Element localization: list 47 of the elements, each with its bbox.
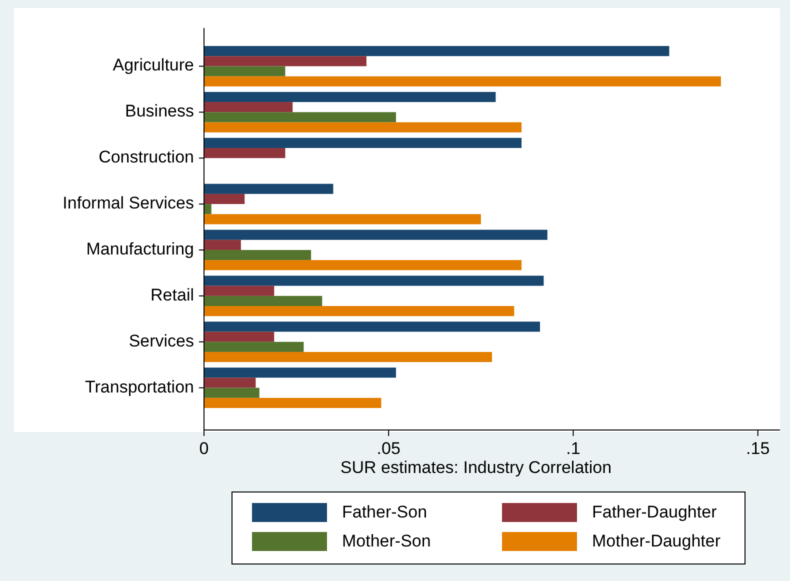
bar xyxy=(204,296,322,306)
y-tick-label: Agriculture xyxy=(112,56,194,75)
legend-label: Father-Son xyxy=(342,502,428,522)
bar xyxy=(204,240,241,250)
bar xyxy=(204,342,304,352)
bar xyxy=(204,204,212,214)
bar xyxy=(204,388,260,398)
bar xyxy=(204,92,496,102)
bar xyxy=(204,76,721,86)
bar xyxy=(204,398,382,408)
bar xyxy=(204,46,670,56)
bar xyxy=(204,184,334,194)
x-tick-label: .05 xyxy=(376,439,400,458)
y-tick-label: Services xyxy=(128,331,194,350)
bar xyxy=(204,250,312,260)
y-tick-label: Construction xyxy=(98,148,194,167)
bar xyxy=(204,214,481,224)
bar xyxy=(204,148,286,158)
y-tick-label: Retail xyxy=(150,285,194,304)
bar xyxy=(204,322,540,332)
legend-label: Mother-Daughter xyxy=(592,531,721,550)
bar xyxy=(204,352,492,362)
bar xyxy=(204,378,256,388)
bar xyxy=(204,66,286,76)
bar xyxy=(204,194,245,204)
legend-label: Mother-Son xyxy=(342,531,431,550)
y-tick-label: Transportation xyxy=(85,377,194,396)
bar xyxy=(204,122,522,132)
legend-label: Father-Daughter xyxy=(592,502,718,522)
x-tick-label: 0 xyxy=(199,439,209,458)
x-axis-title: SUR estimates: Industry Correlation xyxy=(340,458,612,477)
bar xyxy=(204,260,522,270)
bar xyxy=(204,112,396,122)
bar xyxy=(204,276,544,286)
bar xyxy=(204,332,274,342)
y-tick-label: Manufacturing xyxy=(86,239,194,258)
bar xyxy=(204,306,514,316)
bar xyxy=(204,138,522,148)
y-tick-label: Business xyxy=(125,102,194,121)
bar xyxy=(204,56,366,66)
bar xyxy=(204,102,293,112)
x-tick-label: .15 xyxy=(746,439,770,458)
bar xyxy=(204,368,396,378)
x-tick-label: .1 xyxy=(566,439,580,458)
y-tick-label: Informal Services xyxy=(62,194,194,213)
bar xyxy=(204,230,548,240)
bar xyxy=(204,286,274,296)
